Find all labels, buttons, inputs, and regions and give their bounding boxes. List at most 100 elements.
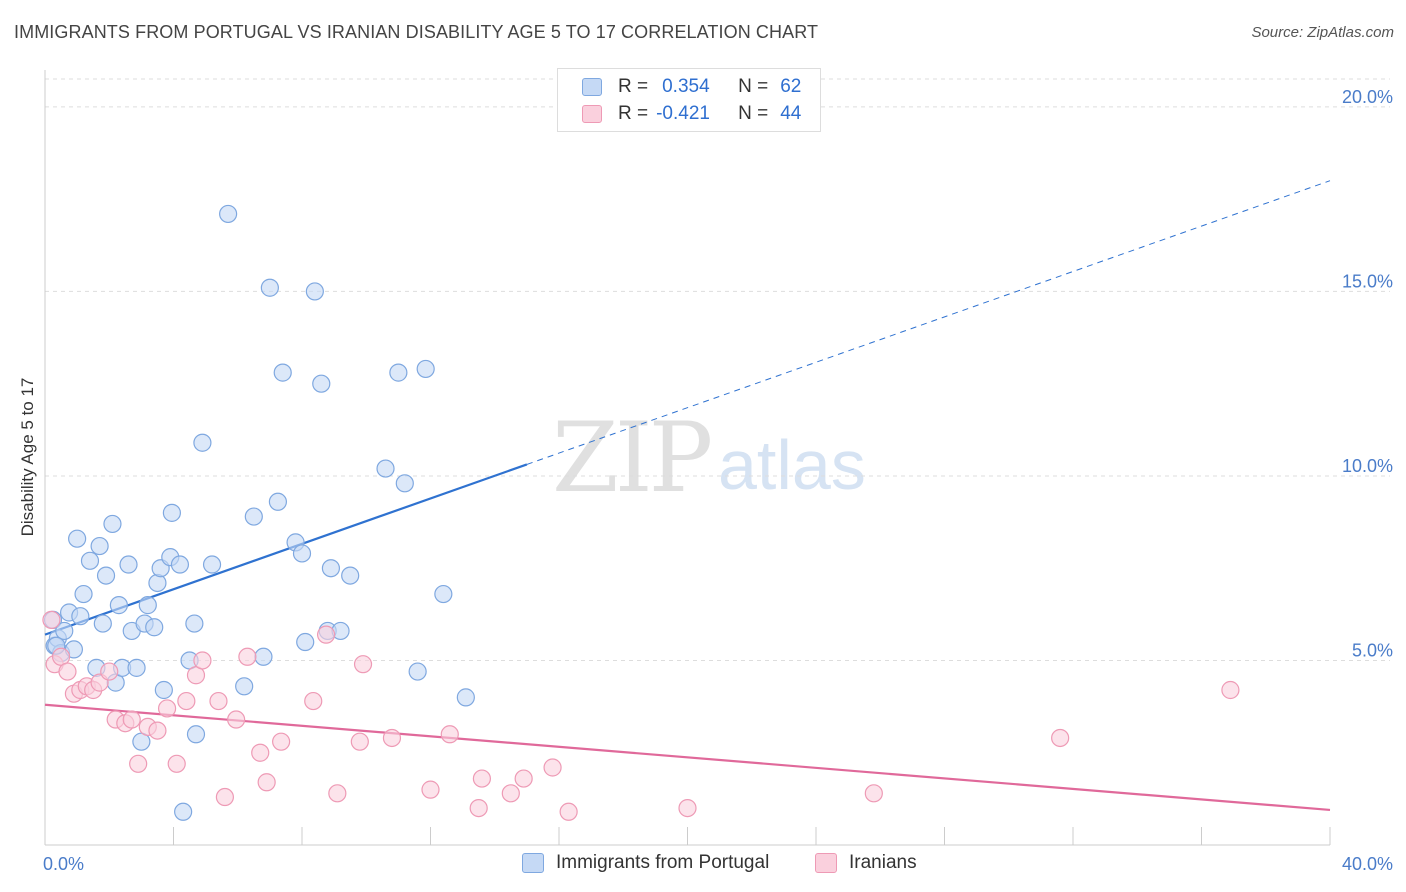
- point-iranians: [167, 754, 186, 773]
- point-iranians: [501, 784, 520, 803]
- point-iranians: [382, 728, 402, 748]
- point-iranians: [353, 655, 373, 674]
- data-points: [42, 204, 1240, 821]
- point-portugal: [138, 596, 157, 615]
- axes: [44, 70, 1331, 846]
- point-iranians: [129, 754, 148, 773]
- point-iranians: [209, 691, 228, 711]
- legend-r-label: R =: [618, 76, 649, 97]
- y-axis-label: Disability Age 5 to 17: [18, 378, 37, 537]
- point-portugal: [93, 614, 112, 633]
- legend-swatch-pink: [582, 105, 602, 123]
- y-tick-label: 20.0%: [1342, 87, 1393, 107]
- point-iranians: [193, 651, 212, 670]
- legend-n-label: N =: [738, 76, 769, 97]
- trend-line-iranians: [44, 703, 1331, 812]
- bottom-legend-portugal: Immigrants from Portugal: [522, 852, 769, 874]
- legend-n-label: N =: [738, 103, 769, 124]
- bottom-legend-label: Iranians: [849, 852, 917, 873]
- point-portugal: [341, 566, 360, 585]
- point-iranians: [421, 780, 440, 799]
- point-portugal: [312, 374, 331, 393]
- bottom-legend-iranians: Iranians: [815, 852, 917, 874]
- point-iranians: [1051, 728, 1070, 748]
- bottom-legend-swatch-pink: [815, 853, 837, 873]
- y-tick-label: 5.0%: [1352, 640, 1393, 660]
- point-iranians: [177, 691, 196, 711]
- point-portugal: [456, 688, 475, 707]
- point-portugal: [103, 514, 122, 534]
- point-iranians: [350, 732, 369, 751]
- point-iranians: [559, 802, 578, 821]
- point-portugal: [80, 551, 100, 570]
- point-portugal: [292, 544, 312, 563]
- point-iranians: [148, 721, 167, 740]
- y-tick-label: 15.0%: [1342, 271, 1393, 291]
- point-portugal: [273, 363, 292, 382]
- legend-r-label: R =: [618, 103, 649, 124]
- point-portugal: [193, 433, 212, 452]
- bottom-legend-swatch-blue: [522, 853, 544, 873]
- point-portugal: [109, 596, 128, 615]
- point-portugal: [376, 459, 395, 478]
- axis-labels: 5.0% 10.0% 15.0% 20.0% 0.0% 40.0% Disability A…: [18, 87, 1393, 874]
- point-portugal: [321, 559, 341, 578]
- point-portugal: [148, 573, 167, 593]
- point-iranians: [472, 769, 491, 788]
- point-iranians: [440, 725, 459, 744]
- x-tick-label: 40.0%: [1342, 854, 1393, 874]
- point-portugal: [395, 474, 414, 493]
- point-iranians: [272, 732, 291, 751]
- point-portugal: [96, 566, 116, 585]
- point-iranians: [122, 710, 141, 729]
- point-iranians: [1221, 680, 1240, 700]
- point-iranians: [514, 769, 533, 788]
- source-label: Source: ZipAtlas.com: [1251, 24, 1394, 41]
- point-iranians: [543, 758, 562, 777]
- point-iranians: [157, 699, 177, 718]
- point-portugal: [235, 677, 254, 696]
- gridlines: [45, 78, 1390, 661]
- point-portugal: [154, 680, 173, 700]
- legend-swatch-blue: [582, 78, 602, 96]
- legend-r-value: 0.354: [662, 76, 710, 97]
- point-portugal: [244, 507, 263, 526]
- x-tick-label: 0.0%: [43, 854, 84, 874]
- point-portugal: [186, 725, 206, 744]
- watermark-atlas: atlas: [718, 426, 866, 504]
- point-iranians: [100, 662, 119, 681]
- point-iranians: [251, 743, 270, 762]
- point-portugal: [127, 658, 146, 677]
- point-portugal: [254, 647, 273, 666]
- point-portugal: [71, 607, 90, 626]
- point-portugal: [416, 359, 435, 379]
- point-portugal: [162, 503, 181, 522]
- point-iranians: [42, 610, 61, 629]
- point-portugal: [170, 555, 190, 574]
- point-portugal: [434, 584, 453, 604]
- chart-title: IMMIGRANTS FROM PORTUGAL VS IRANIAN DISA…: [14, 22, 819, 42]
- bottom-legend: Immigrants from Portugal Iranians: [0, 852, 1406, 878]
- legend-n-value: 44: [780, 103, 802, 124]
- point-portugal: [90, 536, 109, 556]
- point-portugal: [145, 618, 164, 637]
- legend-r-value: -0.421: [656, 103, 710, 124]
- point-portugal: [296, 632, 315, 652]
- point-iranians: [304, 691, 323, 711]
- point-portugal: [185, 614, 204, 633]
- point-portugal: [119, 555, 138, 574]
- point-iranians: [238, 647, 257, 666]
- point-portugal: [219, 204, 238, 224]
- point-portugal: [389, 363, 408, 382]
- point-portugal: [55, 621, 74, 641]
- point-iranians: [215, 787, 234, 807]
- legend: R = 0.354 N = 62 R = -0.421 N = 44: [557, 68, 821, 132]
- point-iranians: [678, 798, 697, 818]
- point-portugal: [202, 555, 222, 574]
- point-portugal: [174, 802, 193, 821]
- trend-line-portugal-extension: [526, 180, 1331, 465]
- watermark-zip: ZIP: [552, 402, 713, 514]
- point-portugal: [268, 492, 288, 511]
- legend-row-iranians: R = -0.421 N = 44: [582, 102, 801, 126]
- y-tick-label: 10.0%: [1342, 456, 1393, 476]
